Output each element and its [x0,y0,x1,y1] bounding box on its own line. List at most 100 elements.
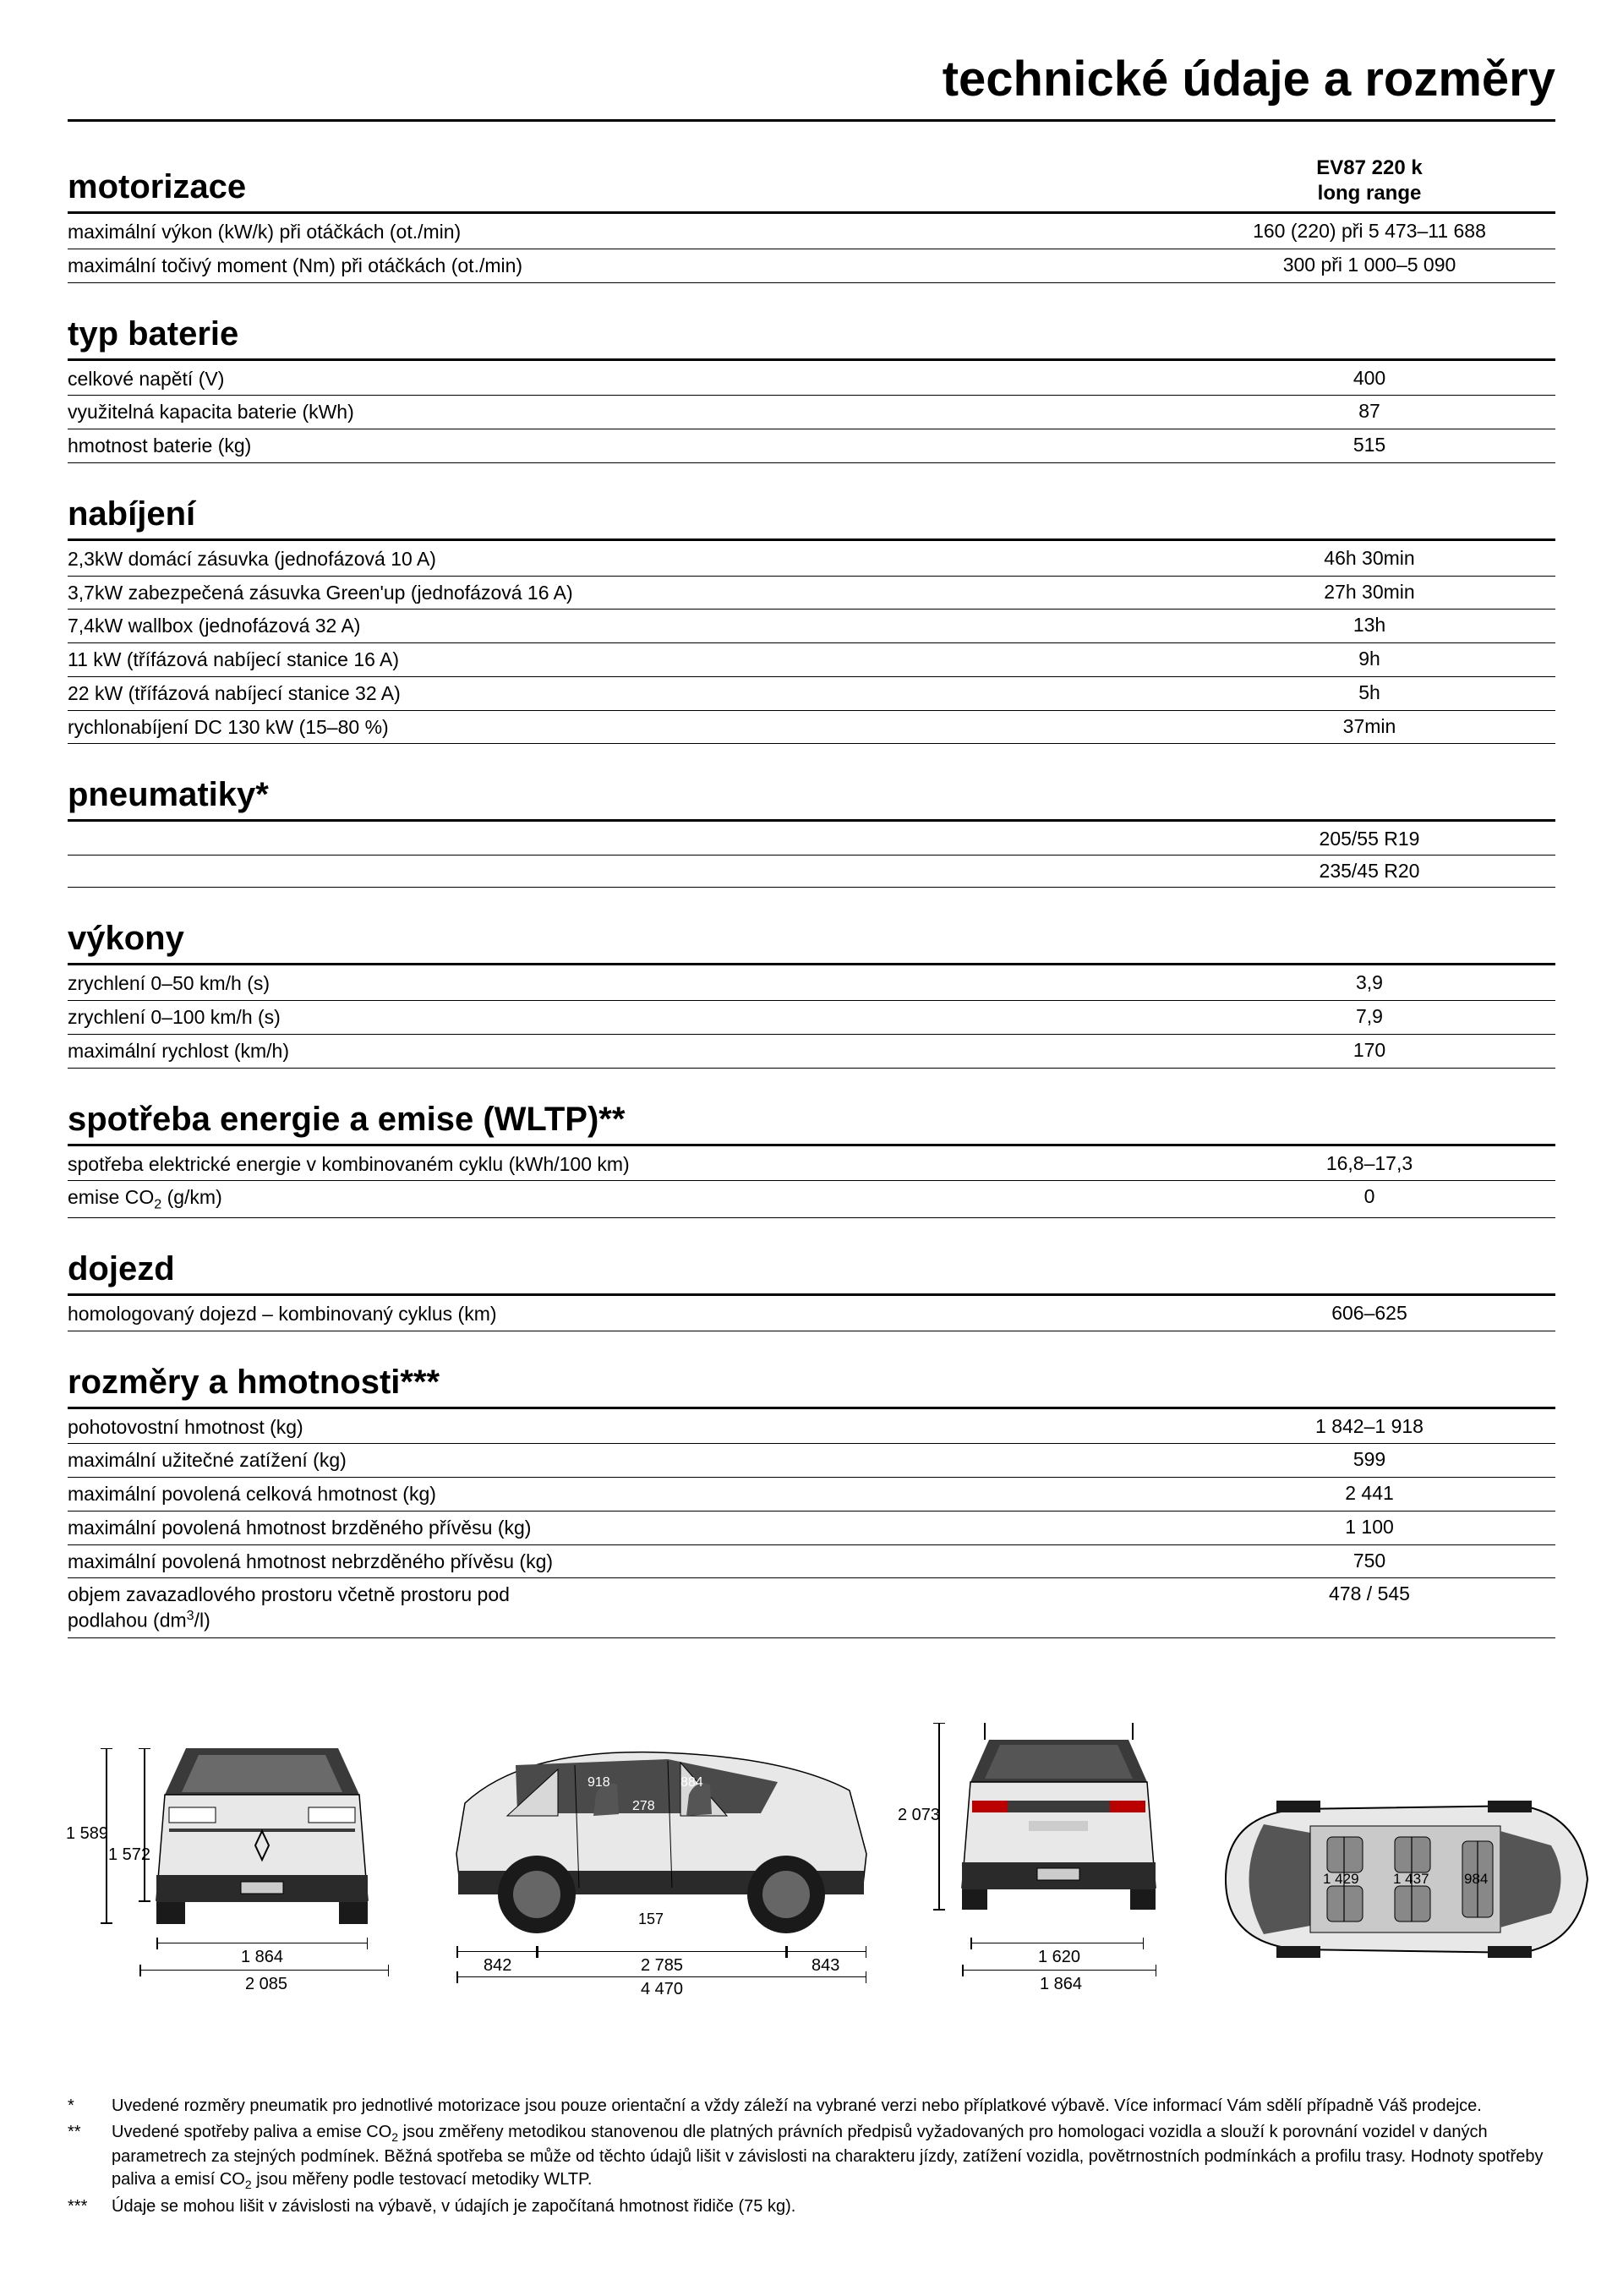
diagram-rear-view: 2 073 1 620 1 864 [921,1714,1183,1993]
spec-value: 13h [1183,614,1555,638]
dim-label: 1 437 [1393,1871,1429,1888]
section-rozmery: rozměry a hmotnosti*** pohotovostní hmot… [68,1364,1555,1638]
table-row: 2,3kW domácí zásuvka (jednofázová 10 A)4… [68,543,1555,577]
spec-label: homologovaný dojezd – kombinovaný cyklus… [68,1302,1183,1326]
table-row: 3,7kW zabezpečená zásuvka Green'up (jedn… [68,577,1555,610]
table-row: využitelná kapacita baterie (kWh)87 [68,396,1555,429]
spec-label [68,860,1183,883]
footnote-text: Uvedené spotřeby paliva a emise CO2 jsou… [112,2121,1555,2193]
spec-label: 11 kW (třífázová nabíjecí stanice 16 A) [68,648,1183,672]
table-row: zrychlení 0–50 km/h (s)3,9 [68,967,1555,1001]
section-heading: typ baterie [68,315,1555,358]
spec-value: 170 [1183,1039,1555,1063]
dim-label: 984 [1464,1871,1488,1888]
table-row: pohotovostní hmotnost (kg)1 842–1 918 [68,1411,1555,1445]
spec-label: maximální povolená celková hmotnost (kg) [68,1482,1183,1506]
spec-value: 27h 30min [1183,581,1555,605]
table-row: homologovaný dojezd – kombinovaný cyklus… [68,1298,1555,1331]
spec-value: 300 při 1 000–5 090 [1183,254,1555,278]
dim-label: 157 [638,1911,664,1928]
spec-value: 599 [1183,1448,1555,1473]
footnote-mark: * [68,2095,112,2118]
table-row: maximální rychlost (km/h)170 [68,1035,1555,1069]
spec-label: celkové napětí (V) [68,367,1183,391]
spec-value: 37min [1183,715,1555,740]
spec-value: 0 [1183,1185,1555,1213]
section-heading: pneumatiky* [68,776,1555,819]
spec-value: 1 842–1 918 [1183,1415,1555,1440]
table-row: maximální povolená hmotnost brzděného př… [68,1512,1555,1545]
table-row: maximální povolená celková hmotnost (kg)… [68,1478,1555,1512]
spec-label: 22 kW (třífázová nabíjecí stanice 32 A) [68,681,1183,706]
dim-label: 918 [587,1775,610,1790]
section-heading: nabíjení [68,495,1555,538]
section-spotreba: spotřeba energie a emise (WLTP)** spotře… [68,1101,1555,1218]
section-dojezd: dojezd homologovaný dojezd – kombinovaný… [68,1250,1555,1331]
spec-label: zrychlení 0–100 km/h (s) [68,1005,1183,1030]
table-row: 235/45 R20 [68,856,1555,888]
footnote: **Uvedené spotřeby paliva a emise CO2 js… [68,2121,1555,2193]
diagram-side-view: 918 884 278 157 842 2 785 843 4 470 [423,1714,896,1993]
footnotes: *Uvedené rozměry pneumatik pro jednotliv… [68,2095,1555,2219]
dim-label: 278 [632,1799,655,1814]
dim-label: 1 572 [108,1845,150,1865]
dim-label: 1 864 [1040,1975,1082,1994]
spec-label: 2,3kW domácí zásuvka (jednofázová 10 A) [68,547,1183,571]
table-row: hmotnost baterie (kg)515 [68,429,1555,463]
footnote-text: Uvedené rozměry pneumatik pro jednotlivé… [112,2095,1555,2118]
dim-label: 842 [484,1956,511,1976]
dim-label: 1 589 [66,1824,108,1844]
diagram-front-view: 1 589 1 572 1 864 2 085 [68,1714,397,1993]
spec-value: 5h [1183,681,1555,706]
spec-label: emise CO2 (g/km) [68,1185,1183,1213]
table-row: 11 kW (třífázová nabíjecí stanice 16 A)9… [68,643,1555,677]
dimension-diagrams: 1 589 1 572 1 864 2 085 [68,1714,1555,1993]
spec-label: 7,4kW wallbox (jednofázová 32 A) [68,614,1183,638]
section-heading: dojezd [68,1250,1555,1293]
spec-label: pohotovostní hmotnost (kg) [68,1415,1183,1440]
section-nabijeni: nabíjení 2,3kW domácí zásuvka (jednofázo… [68,495,1555,745]
table-row: spotřeba elektrické energie v kombinovan… [68,1148,1555,1182]
spec-value: 515 [1183,434,1555,458]
variant-column-header: EV87 220 k long range [1183,156,1555,211]
spec-value: 9h [1183,648,1555,672]
dim-label: 1 429 [1323,1871,1359,1888]
spec-label [68,828,1183,850]
dim-label: 2 085 [245,1975,287,1994]
table-row: maximální výkon (kW/k) při otáčkách (ot.… [68,216,1555,249]
section-heading: spotřeba energie a emise (WLTP)** [68,1101,1555,1144]
table-row: maximální užitečné zatížení (kg)599 [68,1444,1555,1478]
spec-value: 160 (220) při 5 473–11 688 [1183,220,1555,244]
section-heading: rozměry a hmotnosti*** [68,1364,1555,1407]
spec-value: 16,8–17,3 [1183,1152,1555,1177]
spec-label: maximální točivý moment (Nm) při otáčkác… [68,254,1183,278]
spec-label: hmotnost baterie (kg) [68,434,1183,458]
spec-label: 3,7kW zabezpečená zásuvka Green'up (jedn… [68,581,1183,605]
table-row: 205/55 R19 [68,823,1555,856]
table-row: 7,4kW wallbox (jednofázová 32 A)13h [68,610,1555,643]
dim-label: 2 073 [898,1806,940,1825]
section-vykony: výkony zrychlení 0–50 km/h (s)3,9zrychle… [68,920,1555,1068]
spec-value: 87 [1183,400,1555,424]
footnote-mark: *** [68,2195,112,2218]
dim-label: 884 [680,1775,703,1790]
spec-label: zrychlení 0–50 km/h (s) [68,971,1183,996]
dim-label: 4 470 [641,1980,683,1999]
spec-value: 235/45 R20 [1183,860,1555,883]
spec-value: 1 100 [1183,1516,1555,1540]
footnote: ***Údaje se mohou lišit v závislosti na … [68,2195,1555,2218]
section-typ-baterie: typ baterie celkové napětí (V)400využite… [68,315,1555,463]
table-row: zrychlení 0–100 km/h (s)7,9 [68,1001,1555,1035]
spec-value: 400 [1183,367,1555,391]
spec-value: 46h 30min [1183,547,1555,571]
spec-label: maximální povolená hmotnost brzděného př… [68,1516,1183,1540]
diagram-top-view: 1 429 1 437 984 [1209,1774,1598,1993]
table-row: emise CO2 (g/km)0 [68,1181,1555,1218]
table-row: celkové napětí (V)400 [68,363,1555,396]
spec-value: 2 441 [1183,1482,1555,1506]
dim-label: 1 620 [1038,1948,1080,1967]
table-row: 22 kW (třífázová nabíjecí stanice 32 A)5… [68,677,1555,711]
spec-label: maximální rychlost (km/h) [68,1039,1183,1063]
footnote: *Uvedené rozměry pneumatik pro jednotliv… [68,2095,1555,2118]
dim-label: 843 [812,1956,839,1976]
